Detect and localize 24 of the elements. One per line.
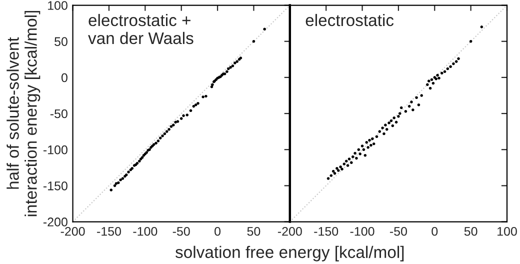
x-tick-label: 0 — [214, 226, 221, 236]
y-tick-label: 50 — [54, 37, 68, 46]
x-tick-label: -150 — [314, 226, 338, 236]
x-tick-label: -50 — [390, 226, 407, 236]
text: electrostatic + van der Waals — [88, 14, 194, 44]
x-tick-label: -100 — [133, 226, 158, 236]
x-tick-label: 50 — [464, 226, 478, 236]
x-tick-label: -150 — [97, 226, 122, 236]
x-tick-label: -50 — [172, 226, 190, 236]
x-tick-label: 100 — [498, 226, 517, 236]
x-tick-label: -200 — [278, 226, 302, 236]
x-tick-label: -100 — [350, 226, 374, 236]
x-tick-label: -200 — [60, 226, 85, 236]
y-tick-label: 0 — [61, 73, 68, 82]
y-tick-label: -150 — [43, 181, 68, 190]
x-tick-label: 50 — [247, 226, 260, 236]
y-tick-label: -200 — [43, 218, 68, 226]
y-tick-label: 100 — [48, 1, 68, 10]
x-axis-title: solvation free energy [kcal/mol] — [176, 246, 404, 262]
y-axis-title: half of solute-solvent interaction energy [kcal/mol] — [6, 10, 40, 216]
chart-title: electrostatic — [306, 14, 394, 26]
y-tick-label: -100 — [43, 145, 68, 154]
x-tick-label: 0 — [432, 226, 438, 236]
y-tick-label: -50 — [50, 109, 68, 118]
